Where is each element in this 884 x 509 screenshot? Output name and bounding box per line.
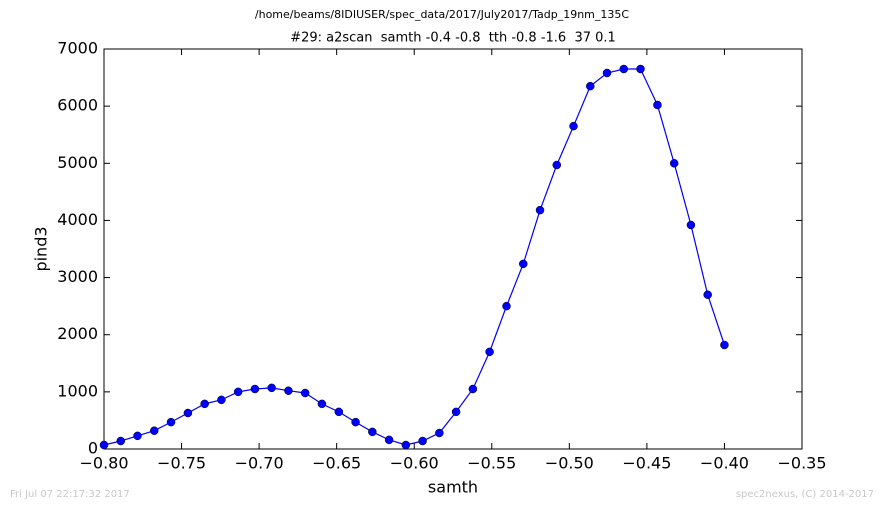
data-point: [250, 384, 260, 394]
data-point: [267, 383, 276, 393]
footer-right: spec2nexus, (C) 2014-2017: [736, 489, 874, 500]
data-point: [669, 159, 679, 168]
data-point: [435, 428, 444, 438]
data-point: [300, 388, 310, 398]
y-tick-label: 7000: [57, 39, 98, 58]
data-point: [586, 81, 595, 91]
data-point: [451, 407, 461, 417]
x-tick-label: −0.35: [777, 454, 826, 473]
data-point: [217, 395, 226, 405]
data-point: [317, 399, 327, 409]
data-point: [384, 435, 394, 445]
data-point: [619, 64, 629, 74]
x-tick-label: −0.70: [235, 454, 284, 473]
data-point: [535, 205, 545, 215]
y-tick-label: 4000: [57, 210, 98, 229]
data-point: [468, 384, 478, 394]
y-tick-label: 2000: [57, 324, 98, 343]
data-point: [150, 426, 159, 435]
x-tick-label: −0.75: [157, 454, 206, 473]
data-point: [368, 427, 377, 437]
y-tick-label: 0: [88, 439, 98, 458]
data-point: [183, 408, 193, 418]
x-tick-label: −0.45: [622, 454, 671, 473]
y-tick-label: 3000: [57, 267, 98, 286]
data-point: [418, 436, 427, 446]
data-point: [720, 340, 729, 350]
footer-left: Fri Jul 07 22:17:32 2017: [10, 489, 130, 500]
data-point: [602, 68, 612, 78]
data-point: [552, 160, 562, 170]
x-tick-label: −0.80: [79, 454, 128, 473]
data-point: [502, 301, 511, 311]
data-point: [166, 417, 176, 427]
x-tick-label: −0.60: [390, 454, 439, 473]
data-point: [686, 220, 696, 230]
data-point: [200, 399, 209, 409]
chart-title: #29: a2scan samth -0.4 -0.8 tth -0.8 -1.…: [290, 31, 616, 46]
x-axis-label: samth: [428, 478, 478, 497]
data-point: [351, 417, 360, 427]
suptitle: /home/beams/8IDIUSER/spec_data/2017/July…: [255, 8, 630, 21]
data-point: [401, 440, 411, 450]
data-point: [703, 290, 712, 299]
x-tick-label: −0.65: [312, 454, 361, 473]
y-axis-label: pind3: [32, 226, 51, 271]
data-point: [116, 436, 126, 446]
y-tick-label: 1000: [57, 381, 98, 400]
x-tick-label: −0.55: [467, 454, 516, 473]
data-point: [233, 387, 243, 397]
y-tick-label: 5000: [57, 153, 98, 172]
data-point: [99, 440, 109, 450]
x-tick-label: −0.50: [545, 454, 594, 473]
data-point: [519, 259, 528, 269]
x-tick-label: −0.40: [700, 454, 749, 473]
data-point: [485, 347, 494, 357]
data-point: [653, 100, 662, 110]
plot-frame: [103, 48, 803, 450]
data-point: [569, 121, 578, 131]
y-tick-label: 6000: [57, 96, 98, 115]
data-point: [284, 386, 293, 395]
data-point: [133, 431, 142, 441]
data-point: [334, 407, 344, 417]
data-point: [636, 64, 645, 74]
